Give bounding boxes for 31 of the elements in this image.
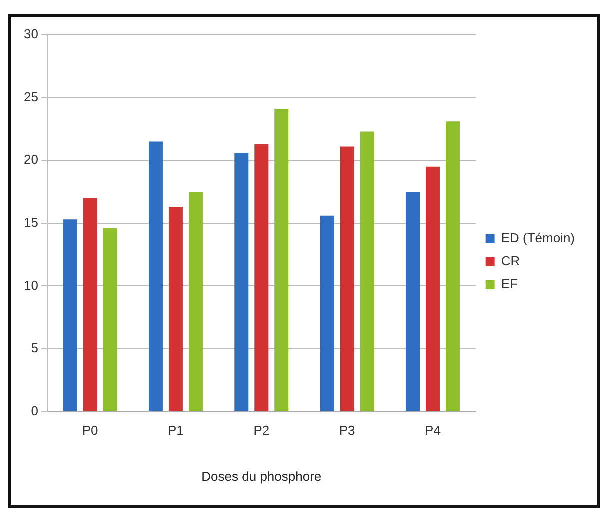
y-tick-label: 0 <box>31 403 38 418</box>
x-tick-label: P0 <box>82 423 98 438</box>
bar <box>103 228 118 412</box>
bar <box>406 192 420 412</box>
legend-label: ED (Témoin) <box>501 230 576 246</box>
x-tick-label: P2 <box>254 423 270 438</box>
bar <box>446 122 460 412</box>
x-axis-title: Doses du phosphore <box>202 468 322 484</box>
bar <box>254 144 269 412</box>
bar <box>168 207 183 412</box>
bar <box>320 216 334 412</box>
legend-label: EF <box>501 276 518 292</box>
bar <box>63 220 78 412</box>
y-tick-label: 30 <box>24 26 38 42</box>
y-tick-label: 15 <box>24 214 38 230</box>
bar <box>234 153 249 412</box>
bar <box>188 192 203 412</box>
x-tick-label: P3 <box>339 423 356 438</box>
bar <box>148 142 163 412</box>
y-tick-label: 25 <box>24 89 38 104</box>
x-tick-label: P1 <box>168 423 184 438</box>
y-tick-label: 5 <box>31 340 38 356</box>
bar <box>340 146 354 412</box>
y-tick-label: 20 <box>24 152 38 168</box>
bar <box>360 132 374 412</box>
bar <box>83 198 98 412</box>
x-tick-label: P4 <box>425 423 441 438</box>
legend-label: CR <box>501 254 520 269</box>
y-tick-label: 10 <box>24 278 38 293</box>
bar <box>274 109 289 412</box>
bar <box>426 166 440 412</box>
